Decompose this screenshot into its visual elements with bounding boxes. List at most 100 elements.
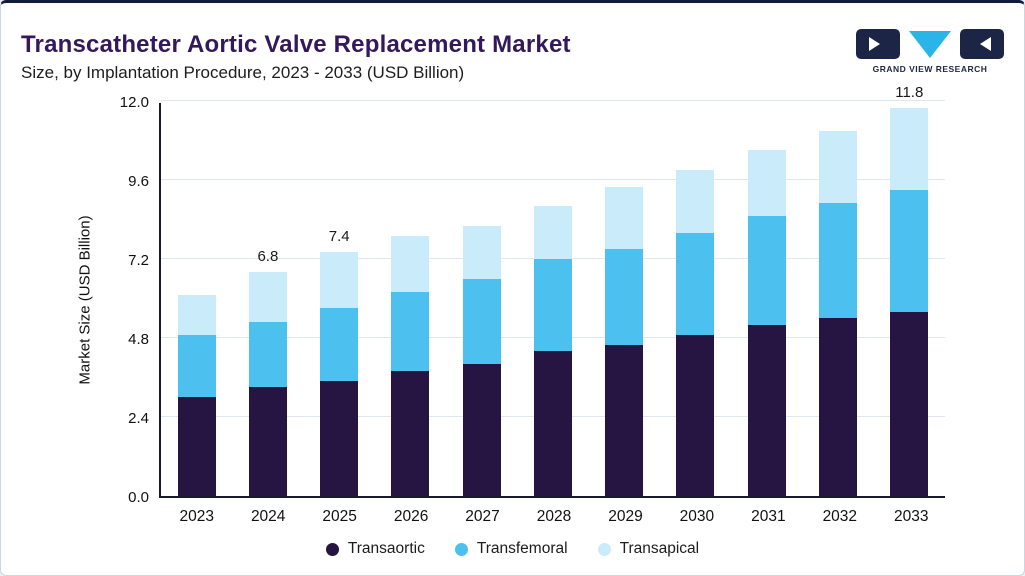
bar-segment-transapical [605,186,644,250]
bar-segment-transfemoral [462,278,501,365]
x-tick-label: 2023 [179,508,214,525]
x-tick-label: 2028 [536,508,572,525]
legend-item-transaortic: Transaortic [325,540,425,558]
y-tick-label: 7.2 [128,252,149,269]
gridline [161,100,945,101]
bar-segment-transapical [747,150,786,217]
logo-arrow-right-icon [869,37,880,51]
bar-segment-transaortic [533,351,572,496]
logo-marks [856,29,1004,59]
bar-segment-transaortic [177,397,216,496]
bar-value-label: 11.8 [895,83,924,101]
bar-value-label: 7.4 [328,228,350,246]
bar-cell [446,103,517,496]
bar-segment-transfemoral [890,189,929,312]
legend-item-transfemoral: Transfemoral [454,540,568,558]
bar-stack [533,206,572,496]
bar-segment-transfemoral [747,216,786,325]
legend-swatch-icon [454,542,468,556]
grand-view-research-logo: GRAND VIEW RESEARCH [856,29,1004,74]
logo-triangle-icon [909,30,951,58]
x-tick-label: 2033 [894,508,929,525]
bar-cell: 7.4 [304,103,375,496]
bar-cell: 11.8 [874,84,945,496]
bar-segment-transapical [890,107,929,190]
bar-value-label: 6.8 [257,248,279,266]
bar-cell [161,103,232,496]
bar-segment-transapical [391,235,430,292]
bar-stack [320,252,359,496]
bar-segment-transfemoral [320,308,359,381]
y-tick-label: 2.4 [128,410,149,427]
y-tick-label: 4.8 [128,331,149,348]
logo-square-right-icon [960,29,1004,59]
gridline [161,179,945,180]
bars-row: 6.8 7.4 11.8 [161,84,945,496]
bar-stack [248,272,287,496]
bar-stack [462,226,501,496]
bar-segment-transapical [177,295,216,335]
page-subtitle: Size, by Implantation Procedure, 2023 - … [21,63,465,82]
bar-cell [802,103,873,496]
bar-segment-transaortic [462,364,501,496]
bar-segment-transfemoral [248,321,287,388]
page-title: Transcatheter Aortic Valve Replacement M… [21,31,571,58]
y-tick-label: 12.0 [119,94,149,111]
bar-segment-transaortic [605,344,644,496]
bar-segment-transaortic [248,387,287,496]
bar-segment-transapical [248,272,287,322]
bar-cell [731,103,802,496]
bar-segment-transaortic [747,324,786,496]
bar-segment-transaortic [320,380,359,496]
bar-segment-transapical [676,170,715,233]
bar-cell [589,103,660,496]
bar-segment-transapical [533,206,572,260]
y-tick-label: 9.6 [128,173,149,190]
legend-label: Transfemoral [476,540,568,557]
logo-brand-text: GRAND VIEW RESEARCH [872,64,988,74]
x-tick-label: 2029 [608,508,643,525]
bar-segment-transfemoral [391,291,430,371]
legend-swatch-icon [325,542,339,556]
x-tick-label: 2025 [322,508,357,525]
bar-segment-transfemoral [819,203,858,319]
logo-arrow-left-icon [980,37,991,51]
bar-stack [177,295,216,496]
bar-stack [605,186,644,496]
bar-stack [890,107,929,496]
bar-segment-transaortic [391,370,430,496]
legend-swatch-icon [597,542,611,556]
bar-segment-transfemoral [533,259,572,352]
logo-square-left-icon [856,29,900,59]
y-tick-label: 0.0 [128,489,149,506]
bar-segment-transfemoral [177,334,216,398]
bar-segment-transfemoral [676,232,715,335]
y-axis-title: Market Size (USD Billion) [76,215,94,385]
bar-cell [517,103,588,496]
bar-stack [819,130,858,496]
bar-segment-transaortic [890,311,929,496]
bar-cell: 6.8 [232,103,303,496]
bar-segment-transapical [320,252,359,309]
bar-segment-transaortic [819,318,858,496]
x-tick-label: 2024 [250,508,286,525]
bar-stack [747,150,786,496]
bar-segment-transapical [462,226,501,279]
bar-stack [676,170,715,496]
x-tick-label: 2030 [679,508,715,525]
legend-label: Transaortic [347,540,425,557]
x-tick-label: 2026 [393,508,429,525]
bar-segment-transapical [819,130,858,204]
x-axis-labels: 2023 2024 2025 2026 2027 2028 2029 2030 2031 2032… [161,508,947,526]
bar-stack [391,235,430,496]
bar-segment-transfemoral [605,249,644,345]
x-tick-label: 2032 [822,508,858,525]
bar-cell [660,103,731,496]
legend: Transaortic Transfemoral Transapical [1,540,1024,558]
plot-area: 6.8 7.4 11.8 [159,84,945,498]
legend-item-transapical: Transapical [597,540,700,558]
bar-cell [375,103,446,496]
legend-label: Transapical [619,540,700,557]
bar-segment-transaortic [676,334,715,496]
